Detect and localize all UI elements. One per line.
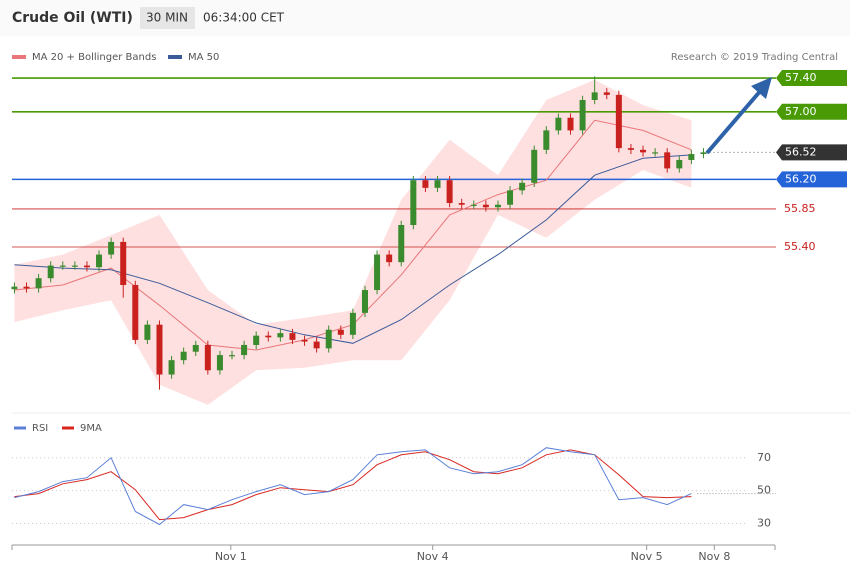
y-tick-label: 50 bbox=[757, 484, 771, 497]
level-label: 55.40 bbox=[784, 240, 816, 253]
candle-body bbox=[361, 290, 368, 313]
candle-body bbox=[434, 180, 441, 188]
candle-body bbox=[35, 278, 42, 289]
y-tick-label: 30 bbox=[757, 517, 771, 530]
time: 06:34:00 CET bbox=[203, 11, 285, 25]
candle-body bbox=[11, 286, 18, 290]
candle-body bbox=[688, 154, 695, 160]
candle-body bbox=[640, 149, 647, 153]
candle-body bbox=[47, 265, 54, 279]
candle-body bbox=[676, 159, 683, 169]
candle-body bbox=[519, 182, 526, 191]
candle-body bbox=[156, 324, 163, 375]
candle-body bbox=[349, 312, 356, 335]
candle-body bbox=[229, 355, 236, 357]
candle-body bbox=[216, 355, 223, 371]
candle-body bbox=[664, 152, 671, 169]
arrow-head bbox=[751, 77, 772, 99]
candle-body bbox=[422, 180, 429, 188]
candle-body bbox=[410, 180, 417, 225]
candle-body bbox=[591, 92, 598, 100]
candle-body bbox=[325, 329, 332, 349]
candle-body bbox=[507, 190, 514, 205]
candle-body bbox=[531, 149, 538, 183]
candle-body bbox=[482, 204, 489, 208]
candle-body bbox=[446, 180, 453, 204]
candle-body bbox=[277, 333, 284, 338]
candle-body bbox=[398, 225, 405, 263]
bollinger-band bbox=[14, 79, 692, 405]
candle-body bbox=[204, 344, 211, 371]
source: Research © 2019 Trading Central bbox=[671, 52, 838, 63]
candle-body bbox=[253, 335, 260, 345]
candle-body bbox=[652, 152, 659, 154]
candle-body bbox=[700, 152, 707, 155]
legend-label: MA 20 + Bollinger Bands bbox=[32, 52, 156, 63]
ma-line bbox=[14, 154, 692, 344]
candle-body bbox=[120, 241, 127, 285]
candle-body bbox=[458, 203, 465, 205]
candle-body bbox=[241, 344, 248, 356]
candle-body bbox=[543, 130, 550, 150]
x-tick-label: Nov 8 bbox=[698, 550, 730, 563]
candle-body bbox=[23, 286, 30, 289]
candle-body bbox=[168, 360, 175, 375]
candle-body bbox=[579, 99, 586, 131]
x-tick-label: Nov 5 bbox=[631, 550, 663, 563]
candle-body bbox=[289, 333, 296, 340]
candle-body bbox=[337, 329, 344, 335]
y-tick-label: 70 bbox=[757, 451, 771, 464]
candle-body bbox=[144, 324, 151, 340]
legend-label: 9MA bbox=[80, 423, 102, 434]
candle-body bbox=[59, 265, 66, 267]
candle-body bbox=[567, 117, 574, 131]
candle-body bbox=[374, 254, 381, 291]
candle-body bbox=[386, 254, 393, 263]
indicator-line bbox=[14, 447, 692, 526]
candle-body bbox=[180, 351, 187, 361]
level-label-box bbox=[776, 171, 847, 188]
interval: 30 MIN bbox=[146, 11, 188, 25]
level-label-box bbox=[776, 103, 847, 120]
indicator-line bbox=[14, 449, 692, 521]
candle-body bbox=[627, 148, 634, 150]
level-label-box bbox=[776, 144, 847, 161]
candle-body bbox=[71, 265, 78, 267]
candle-body bbox=[313, 341, 320, 349]
level-label: 56.20 bbox=[785, 172, 817, 185]
level-label-box bbox=[776, 70, 847, 87]
x-tick-label: Nov 4 bbox=[417, 550, 449, 563]
candle-body bbox=[615, 94, 622, 149]
legend-label: RSI bbox=[32, 423, 48, 434]
level-label: 56.52 bbox=[785, 145, 817, 158]
candle-body bbox=[132, 284, 139, 340]
candle-body bbox=[265, 335, 272, 338]
candle-body bbox=[555, 117, 562, 131]
candle-body bbox=[108, 241, 115, 255]
candle-body bbox=[301, 339, 308, 342]
instrument-title: Crude Oil (WTI) bbox=[12, 10, 133, 26]
forecast-arrow bbox=[705, 77, 772, 155]
interval-box bbox=[140, 7, 195, 29]
candle-body bbox=[603, 92, 610, 95]
arrow-shaft bbox=[705, 87, 764, 155]
candle-body bbox=[494, 204, 501, 208]
candle-body bbox=[96, 254, 103, 268]
candle-body bbox=[83, 265, 90, 268]
level-label: 57.00 bbox=[785, 105, 817, 118]
level-label: 55.85 bbox=[784, 202, 816, 215]
candle-body bbox=[192, 344, 199, 352]
candle-body bbox=[470, 204, 477, 206]
level-label: 57.40 bbox=[785, 71, 817, 84]
legend-label: MA 50 bbox=[188, 52, 219, 63]
x-tick-label: Nov 1 bbox=[215, 550, 247, 563]
